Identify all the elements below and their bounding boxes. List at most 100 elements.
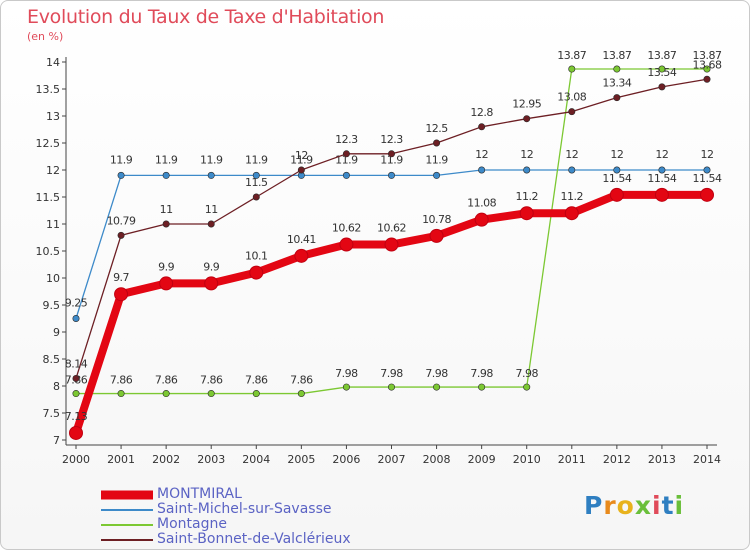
legend-label-saint-bonnet: Saint-Bonnet-de-Valclérieux (157, 531, 351, 547)
legend-label-montagne: Montagne (157, 516, 227, 532)
x-tick-label: 2013 (648, 453, 676, 466)
data-point (703, 65, 711, 73)
data-label: 12.3 (335, 133, 358, 146)
data-point (297, 390, 305, 398)
data-point (433, 383, 441, 391)
data-label: 11.5 (245, 176, 268, 189)
x-tick-label: 2005 (287, 453, 315, 466)
data-label: 7.86 (245, 374, 268, 387)
x-tick-label: 2011 (558, 453, 586, 466)
data-label: 10.41 (287, 233, 316, 246)
data-point (162, 390, 170, 398)
legend-swatch-montmiral (101, 490, 153, 499)
data-label: 7.98 (380, 367, 403, 380)
data-point (568, 166, 576, 174)
data-point (252, 390, 260, 398)
data-label: 7.13 (65, 410, 88, 423)
data-point (204, 276, 219, 291)
y-tick-label: 14 (46, 56, 60, 69)
data-label: 7.98 (425, 367, 448, 380)
data-label: 9.9 (158, 260, 174, 273)
data-point (700, 187, 714, 202)
legend-swatch-montagne (101, 523, 153, 526)
data-point (433, 171, 441, 179)
data-point (613, 166, 621, 174)
data-label: 7.98 (335, 367, 358, 380)
data-point (703, 75, 711, 83)
data-label: 11.54 (602, 172, 631, 185)
data-label: 13.87 (602, 49, 631, 62)
data-label: 11.9 (380, 153, 403, 166)
x-tick-label: 2001 (107, 453, 135, 466)
x-tick-label: 2000 (62, 453, 90, 466)
data-label: 12 (475, 148, 488, 161)
data-label: 12.8 (470, 106, 493, 119)
data-label: 13.87 (693, 49, 722, 62)
data-label: 11.2 (561, 190, 584, 203)
data-point (162, 220, 170, 228)
data-point (478, 123, 486, 131)
y-tick-label: 13.5 (36, 83, 61, 96)
data-point (523, 166, 531, 174)
logo-letter: x (634, 491, 652, 520)
chart-subtitle: (en %) (27, 30, 64, 43)
legend-swatch-saint-bonnet (101, 538, 153, 541)
data-point (252, 193, 260, 201)
data-label: 11.9 (290, 153, 313, 166)
data-label: 11.08 (467, 197, 496, 210)
logo-letter: i (674, 491, 685, 520)
data-point (523, 383, 531, 391)
y-tick-label: 11.5 (36, 191, 61, 204)
data-label: 12 (701, 148, 714, 161)
data-label: 12.3 (380, 133, 403, 146)
data-point (429, 228, 444, 243)
data-point (114, 287, 129, 302)
data-label: 7.98 (470, 367, 493, 380)
y-tick-label: 8 (53, 380, 60, 393)
data-label: 11.9 (110, 153, 133, 166)
data-point (342, 383, 350, 391)
data-point (703, 166, 711, 174)
data-label: 9.25 (65, 297, 88, 310)
data-label: 7.86 (290, 374, 313, 387)
x-tick-label: 2012 (603, 453, 631, 466)
data-label: 11.9 (425, 153, 448, 166)
y-tick-label: 9.5 (43, 299, 61, 312)
data-point (162, 171, 170, 179)
legend: MONTMIRAL Saint-Michel-sur-Savasse Monta… (101, 486, 401, 547)
y-tick-label: 11 (46, 218, 60, 231)
data-label: 11.9 (155, 153, 178, 166)
data-label: 12 (565, 148, 578, 161)
legend-label-saint-michel: Saint-Michel-sur-Savasse (157, 501, 332, 517)
data-label: 11 (205, 203, 218, 216)
logo-letter: t (661, 491, 675, 520)
data-point (654, 187, 669, 202)
x-tick-label: 2009 (468, 453, 496, 466)
data-point (342, 171, 350, 179)
data-label: 11.2 (515, 190, 538, 203)
data-point (297, 166, 305, 174)
data-label: 9.9 (203, 260, 219, 273)
data-point (658, 83, 666, 91)
data-label: 7.98 (515, 367, 538, 380)
data-point (207, 220, 215, 228)
data-point (117, 231, 125, 239)
data-label: 13.87 (647, 49, 676, 62)
legend-item-montmiral: MONTMIRAL (101, 486, 401, 502)
data-point (658, 166, 666, 174)
data-point (568, 65, 576, 73)
logo-letter: r (603, 491, 617, 520)
logo-letter: P (584, 491, 604, 520)
legend-item-saint-michel: Saint-Michel-sur-Savasse (101, 501, 401, 517)
x-tick-label: 2014 (693, 453, 721, 466)
data-point (159, 276, 174, 291)
data-label: 11 (160, 203, 173, 216)
y-tick-label: 8.5 (43, 353, 61, 366)
data-label: 7.86 (110, 374, 133, 387)
x-tick-label: 2004 (242, 453, 270, 466)
data-label: 10.79 (107, 214, 136, 227)
data-point (72, 390, 80, 398)
data-point (478, 383, 486, 391)
